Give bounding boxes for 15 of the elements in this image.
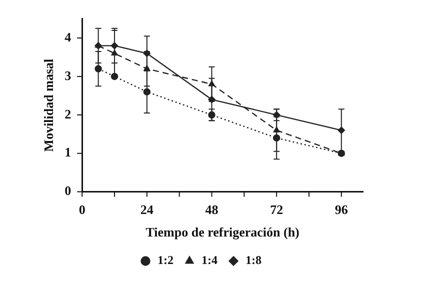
y-tick-label: 3	[64, 68, 72, 83]
y-tick-label: 1	[64, 144, 72, 160]
y-axis-title: Movilidad masal	[41, 58, 56, 152]
legend-label: 1:8	[246, 253, 262, 268]
x-axis-title: Tiempo de refrigeración (h)	[146, 224, 300, 240]
x-tick-label: 0	[78, 202, 86, 217]
x-tick-label: 24	[140, 202, 154, 217]
legend-label: 1:2	[158, 253, 174, 268]
x-tick-label: 48	[205, 202, 219, 217]
legend-label: 1:4	[202, 253, 218, 268]
y-tick-label: 4	[64, 29, 72, 44]
x-tick-label: 96	[334, 202, 348, 217]
x-tick-label: 72	[270, 202, 284, 217]
y-tick-label: 0	[64, 183, 72, 198]
y-tick-label: 2	[64, 106, 72, 122]
